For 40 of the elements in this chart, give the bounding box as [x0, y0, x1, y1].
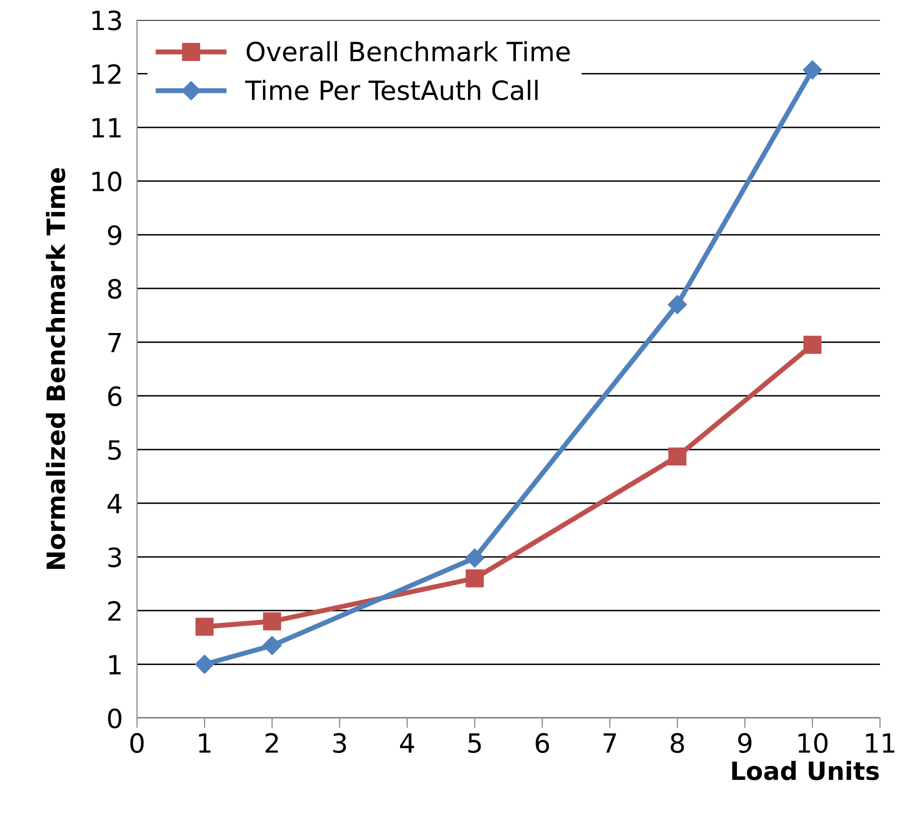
- point: [668, 447, 686, 466]
- x-tick-label: 4: [400, 733, 414, 753]
- x-tick-label: 9: [738, 733, 752, 754]
- y-tick-label: 0: [108, 708, 122, 728]
- y-tick-label: 13: [92, 10, 121, 30]
- point: [465, 548, 484, 568]
- x-tick-label: 6: [536, 733, 550, 754]
- y-tick-label: 3: [108, 547, 121, 568]
- y-tick-label: 12: [92, 64, 120, 84]
- y-tick-label: 11: [92, 118, 121, 138]
- legend-label: Time Per TestAuth Call: [245, 80, 538, 100]
- y-tick-label: 9: [108, 225, 122, 246]
- y-tick-label: 4: [108, 494, 122, 514]
- point: [466, 569, 484, 588]
- y-tick-label: 8: [108, 278, 122, 299]
- x-tick-label: 7: [604, 733, 616, 753]
- point: [196, 618, 214, 636]
- y-tick-label: 2: [108, 601, 120, 621]
- point: [803, 336, 822, 354]
- y-tick-label: 7: [108, 332, 121, 352]
- x-tick-label: 11: [866, 733, 894, 753]
- x-tick-label: 3: [333, 733, 346, 754]
- x-tick-label: 0: [130, 733, 144, 754]
- y-axis-title: Normalized Benchmark Time: [46, 168, 66, 569]
- x-tick-label: 5: [468, 733, 481, 754]
- legend-label: Overall Benchmark Time: [246, 41, 570, 62]
- x-tick-label: 1: [199, 733, 211, 753]
- point: [195, 654, 214, 674]
- y-tick-label: 10: [92, 172, 122, 192]
- y-tick-label: 5: [108, 440, 121, 460]
- point: [802, 60, 822, 80]
- x-tick-label: 2: [266, 733, 278, 753]
- x-tick-label: 8: [670, 733, 684, 754]
- x-axis-title: Load Units: [732, 760, 879, 780]
- point: [262, 636, 282, 656]
- point: [263, 612, 282, 630]
- y-tick-label: 6: [108, 386, 122, 406]
- y-tick-label: 1: [109, 655, 121, 674]
- point: [668, 295, 687, 314]
- x-tick-label: 10: [798, 733, 828, 754]
